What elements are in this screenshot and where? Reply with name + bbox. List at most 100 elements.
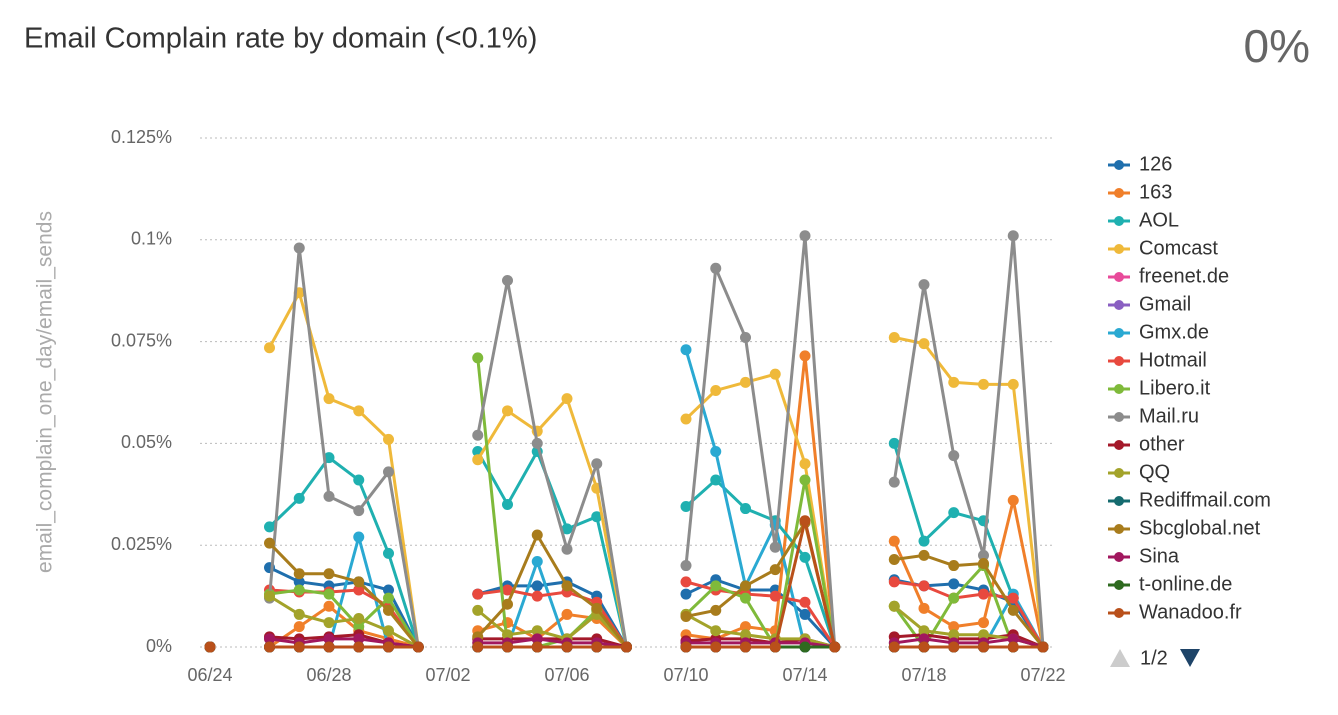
data-point xyxy=(502,275,513,287)
data-point xyxy=(472,454,484,466)
legend-label: Gmail xyxy=(1139,293,1191,315)
legend-prev-page[interactable] xyxy=(1110,649,1130,667)
data-point xyxy=(978,617,989,629)
data-point xyxy=(264,521,275,533)
data-point xyxy=(353,641,365,653)
data-point xyxy=(1037,641,1049,653)
data-point xyxy=(978,378,989,390)
y-tick-label: 0.125% xyxy=(111,127,172,147)
data-point xyxy=(293,492,305,504)
legend-next-page[interactable] xyxy=(1180,649,1200,667)
y-tick-label: 0.1% xyxy=(131,229,172,249)
data-point xyxy=(918,602,930,614)
data-point xyxy=(502,598,513,610)
legend-swatch xyxy=(1114,160,1124,170)
data-point xyxy=(502,584,513,596)
legend-label: Mail.ru xyxy=(1139,405,1199,427)
data-point xyxy=(264,633,275,645)
y-tick-label: 0.025% xyxy=(111,534,172,554)
legend-label: Sbcglobal.net xyxy=(1139,517,1261,539)
data-point xyxy=(1007,604,1019,616)
series-line xyxy=(269,357,1043,652)
data-point xyxy=(978,629,989,641)
data-point xyxy=(948,376,960,388)
legend-swatch xyxy=(1114,244,1124,254)
data-point xyxy=(204,641,216,653)
data-point xyxy=(502,405,513,417)
data-point xyxy=(799,350,811,362)
legend-swatch xyxy=(1114,608,1124,618)
data-point xyxy=(264,537,275,549)
data-point xyxy=(323,568,335,580)
data-point xyxy=(888,641,900,653)
data-point xyxy=(264,590,275,602)
data-point xyxy=(740,592,751,604)
data-point xyxy=(472,641,484,653)
series-line xyxy=(268,442,1045,648)
data-point xyxy=(323,617,335,629)
series-line xyxy=(268,566,1045,649)
data-point xyxy=(323,600,335,612)
data-point xyxy=(561,641,573,653)
series-line xyxy=(268,355,1045,649)
data-point xyxy=(710,446,722,458)
x-tick-label: 06/28 xyxy=(306,665,351,685)
data-point xyxy=(353,621,365,633)
x-tick-label: 07/06 xyxy=(544,665,589,685)
data-point xyxy=(561,543,573,555)
x-tick-label: 07/02 xyxy=(425,665,470,685)
data-point xyxy=(948,578,960,590)
legend-swatch xyxy=(1114,552,1124,562)
data-point xyxy=(948,621,960,633)
data-point xyxy=(740,332,751,344)
data-point xyxy=(710,580,722,592)
data-point xyxy=(531,555,543,567)
legend-swatch xyxy=(1114,524,1124,534)
data-point xyxy=(918,580,930,592)
headline-value: 0% xyxy=(1244,20,1310,72)
x-tick-label: 06/24 xyxy=(187,665,232,685)
data-point xyxy=(710,474,722,486)
legend-swatch xyxy=(1114,328,1124,338)
data-point xyxy=(799,608,811,620)
data-point xyxy=(888,600,900,612)
legend-label: 163 xyxy=(1139,181,1172,203)
data-point xyxy=(710,262,722,274)
x-tick-label: 07/18 xyxy=(901,665,946,685)
legend-label: Rediffmail.com xyxy=(1139,489,1271,511)
series-line xyxy=(269,633,1044,649)
data-point xyxy=(383,625,394,637)
data-point xyxy=(680,501,692,513)
data-point xyxy=(502,498,513,510)
legend-swatch xyxy=(1114,384,1124,394)
chart-title: Email Complain rate by domain (<0.1%) xyxy=(24,23,537,55)
data-point xyxy=(978,558,989,570)
data-point xyxy=(1007,633,1019,645)
legend-label: Wanadoo.fr xyxy=(1139,601,1242,623)
data-point xyxy=(740,580,751,592)
legend-swatch xyxy=(1114,300,1124,310)
series-line xyxy=(269,580,1045,648)
data-point xyxy=(948,592,960,604)
data-point xyxy=(531,529,543,541)
data-point xyxy=(769,541,781,553)
data-point xyxy=(591,641,603,653)
data-point xyxy=(502,641,513,653)
data-point xyxy=(918,625,930,637)
data-point xyxy=(740,376,751,388)
series-line xyxy=(268,519,1045,648)
data-point xyxy=(561,580,573,592)
data-point xyxy=(978,549,989,561)
legend-label: t-online.de xyxy=(1139,573,1232,595)
data-point xyxy=(383,466,394,478)
data-point xyxy=(888,535,900,547)
data-point xyxy=(740,641,751,653)
data-point xyxy=(799,230,811,242)
data-point xyxy=(412,641,424,653)
data-point xyxy=(918,549,930,561)
data-point xyxy=(383,584,394,596)
data-point xyxy=(1007,230,1019,242)
data-point xyxy=(323,633,335,645)
data-point xyxy=(740,629,751,641)
